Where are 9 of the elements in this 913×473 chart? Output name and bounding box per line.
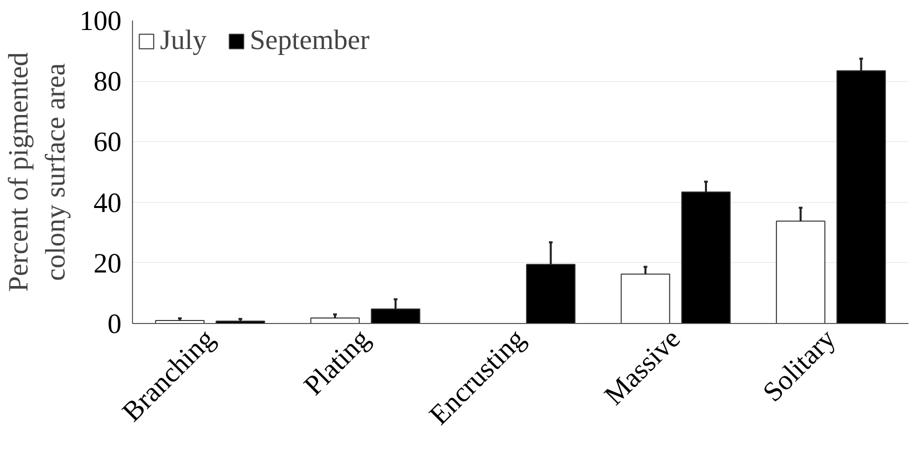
legend-label: July: [160, 25, 207, 57]
y-tick-label: 20: [94, 248, 122, 280]
y-tick-label: 80: [94, 66, 122, 98]
y-axis-title: Percent of pigmented colony surface area: [3, 52, 72, 292]
legend-label: September: [250, 25, 370, 57]
y-tick-label: 0: [108, 309, 122, 340]
y-tick-label: 100: [80, 6, 122, 37]
y-tick-label: 60: [94, 127, 122, 158]
y-tick-label: 40: [94, 188, 122, 219]
